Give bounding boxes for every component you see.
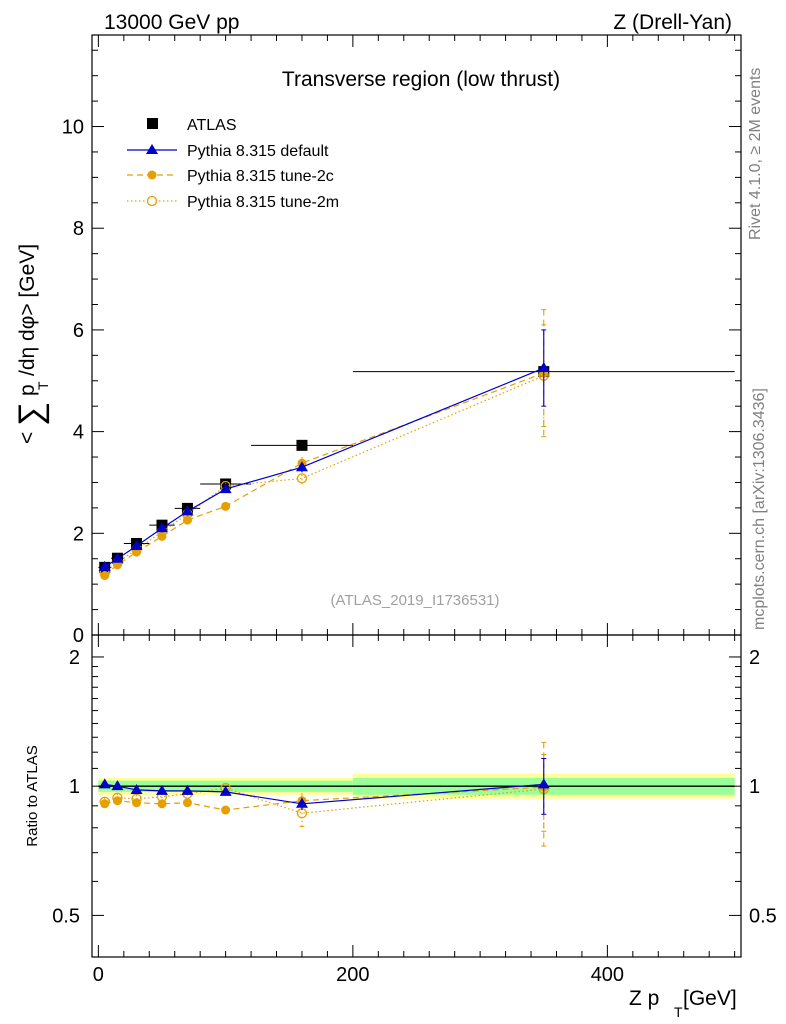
ratio-point-pythia-8-315-tune-2c — [100, 799, 110, 809]
main-line-pythia-8-315-tune-2m — [104, 375, 545, 574]
x-axis-label: Z p T [GeV] — [629, 987, 737, 1020]
main-point-pythia-8-315-tune-2c — [157, 531, 167, 541]
main-y-ticks: 0 2 4 6 8 10 — [62, 49, 741, 647]
ratio-y-tick-label-right: 1 — [749, 776, 760, 798]
ratio-panel: 0.5 0.5 1 1 2 2 0 200 400 Ratio to ATLAS Z p T … — [24, 634, 777, 1020]
legend-default-label: Pythia 8.315 default — [187, 143, 329, 160]
x-label-rest: [GeV] — [683, 987, 737, 1010]
main-panel: 0 2 4 6 8 10 Transverse region (low thrust) (… — [12, 34, 742, 647]
main-point-pythia-8-315-default — [537, 362, 550, 373]
main-y-tick-label: 10 — [62, 117, 84, 139]
main-point-pythia-8-315-tune-2c — [100, 571, 110, 581]
ratio-point-pythia-8-315-default — [219, 785, 232, 796]
ratio-plot-content — [98, 741, 735, 847]
main-point-pythia-8-315-tune-2m — [296, 473, 308, 484]
y-label-pt: p — [16, 384, 39, 396]
ratio-point-pythia-8-315-default — [155, 784, 168, 795]
y-label-open: < — [16, 432, 39, 444]
x-tick-label: 0 — [93, 964, 104, 986]
main-line-pythia-8-315-default — [104, 367, 545, 568]
main-point-pythia-8-315-default — [111, 552, 124, 563]
main-point-pythia-8-315-tune-2c — [221, 501, 231, 511]
legend-item-tune-2m: Pythia 8.315 tune-2m — [127, 194, 339, 211]
main-point-pythia-8-315-default — [219, 483, 232, 494]
ratio-point-pythia-8-315-default — [181, 784, 194, 795]
ratio-point-pythia-8-315-tune-2c — [182, 798, 192, 808]
ratio-point-pythia-8-315-tune-2c — [221, 805, 231, 815]
x-label-main: Z p — [629, 987, 659, 1010]
legend-atlas-marker — [147, 118, 158, 129]
main-point-atlas — [296, 439, 308, 451]
rivet-version-label: Rivet 4.1.0, ≥ 2M events — [747, 68, 764, 240]
ratio-line-pythia-8-315-tune-2c — [104, 786, 544, 811]
ratio-point-pythia-8-315-default — [295, 797, 308, 808]
main-point-pythia-8-315-default — [295, 461, 308, 472]
x-tick-label: 200 — [336, 964, 369, 986]
legend-tune-2c-marker — [147, 170, 157, 180]
ratio-point-pythia-8-315-tune-2c — [157, 799, 167, 809]
main-point-pythia-8-315-tune-2c — [182, 515, 192, 525]
ratio-point-pythia-8-315-default — [130, 783, 143, 794]
ratio-y-tick-label-right: 2 — [749, 647, 760, 669]
legend-tune-2c-label: Pythia 8.315 tune-2c — [187, 168, 334, 185]
ratio-point-pythia-8-315-tune-2c — [132, 798, 142, 808]
legend-item-atlas: ATLAS — [147, 117, 237, 134]
ratio-y-axis-label: Ratio to ATLAS — [24, 745, 41, 846]
x-tick-label: 400 — [591, 964, 624, 986]
legend-atlas-label: ATLAS — [187, 117, 237, 134]
legend-item-default: Pythia 8.315 default — [127, 143, 329, 160]
main-y-tick-label: 0 — [73, 625, 84, 647]
legend: ATLAS Pythia 8.315 default Pythia 8.315 … — [127, 117, 339, 211]
ratio-x-ticks: 0 200 400 — [93, 635, 736, 986]
ratio-y-tick-label-right: 0.5 — [749, 905, 777, 927]
ratio-y-tick-label: 1 — [69, 776, 80, 798]
y-label-sum: ∑ — [12, 402, 50, 426]
main-point-pythia-8-315-default — [130, 540, 143, 551]
main-plot-content — [98, 309, 735, 581]
plot-title: Transverse region (low thrust) — [282, 68, 560, 91]
ratio-y-tick-label: 2 — [69, 647, 80, 669]
legend-item-tune-2c: Pythia 8.315 tune-2c — [127, 168, 334, 185]
main-y-tick-label: 8 — [73, 218, 84, 240]
main-x-ticks — [97, 35, 736, 635]
ratio-frame — [91, 634, 742, 958]
main-y-tick-label: 2 — [73, 523, 84, 545]
main-y-tick-label: 6 — [73, 320, 84, 342]
ratio-point-pythia-8-315-default — [537, 778, 550, 789]
process-label: Z (Drell-Yan) — [613, 11, 732, 34]
legend-tune-2m-label: Pythia 8.315 tune-2m — [187, 194, 339, 211]
ratio-y-tick-label: 0.5 — [52, 905, 80, 927]
x-label-subscript: T — [674, 1004, 683, 1020]
main-point-pythia-8-315-default — [181, 505, 194, 516]
energy-label: 13000 GeV pp — [104, 11, 239, 34]
ratio-point-pythia-8-315-default — [111, 780, 124, 791]
legend-tune-2m-marker — [146, 195, 158, 207]
main-y-tick-label: 4 — [73, 422, 84, 444]
y-label-rest: /dη dφ> [GeV] — [16, 244, 39, 376]
ratio-y-ticks: 0.5 0.5 1 1 2 2 — [52, 647, 777, 927]
legend-default-marker — [146, 144, 158, 154]
mcplots-label: mcplots.cern.ch [arXiv:1306.3436] — [751, 388, 768, 630]
y-label-subscript: T — [35, 381, 51, 390]
main-y-axis-label: < ∑ p T /dη dφ> [GeV] — [12, 244, 51, 444]
main-point-pythia-8-315-default — [155, 522, 168, 533]
ratio-point-pythia-8-315-tune-2c — [112, 796, 122, 806]
main-point-pythia-8-315-default — [98, 560, 111, 571]
analysis-id: (ATLAS_2019_I1736531) — [330, 592, 499, 609]
